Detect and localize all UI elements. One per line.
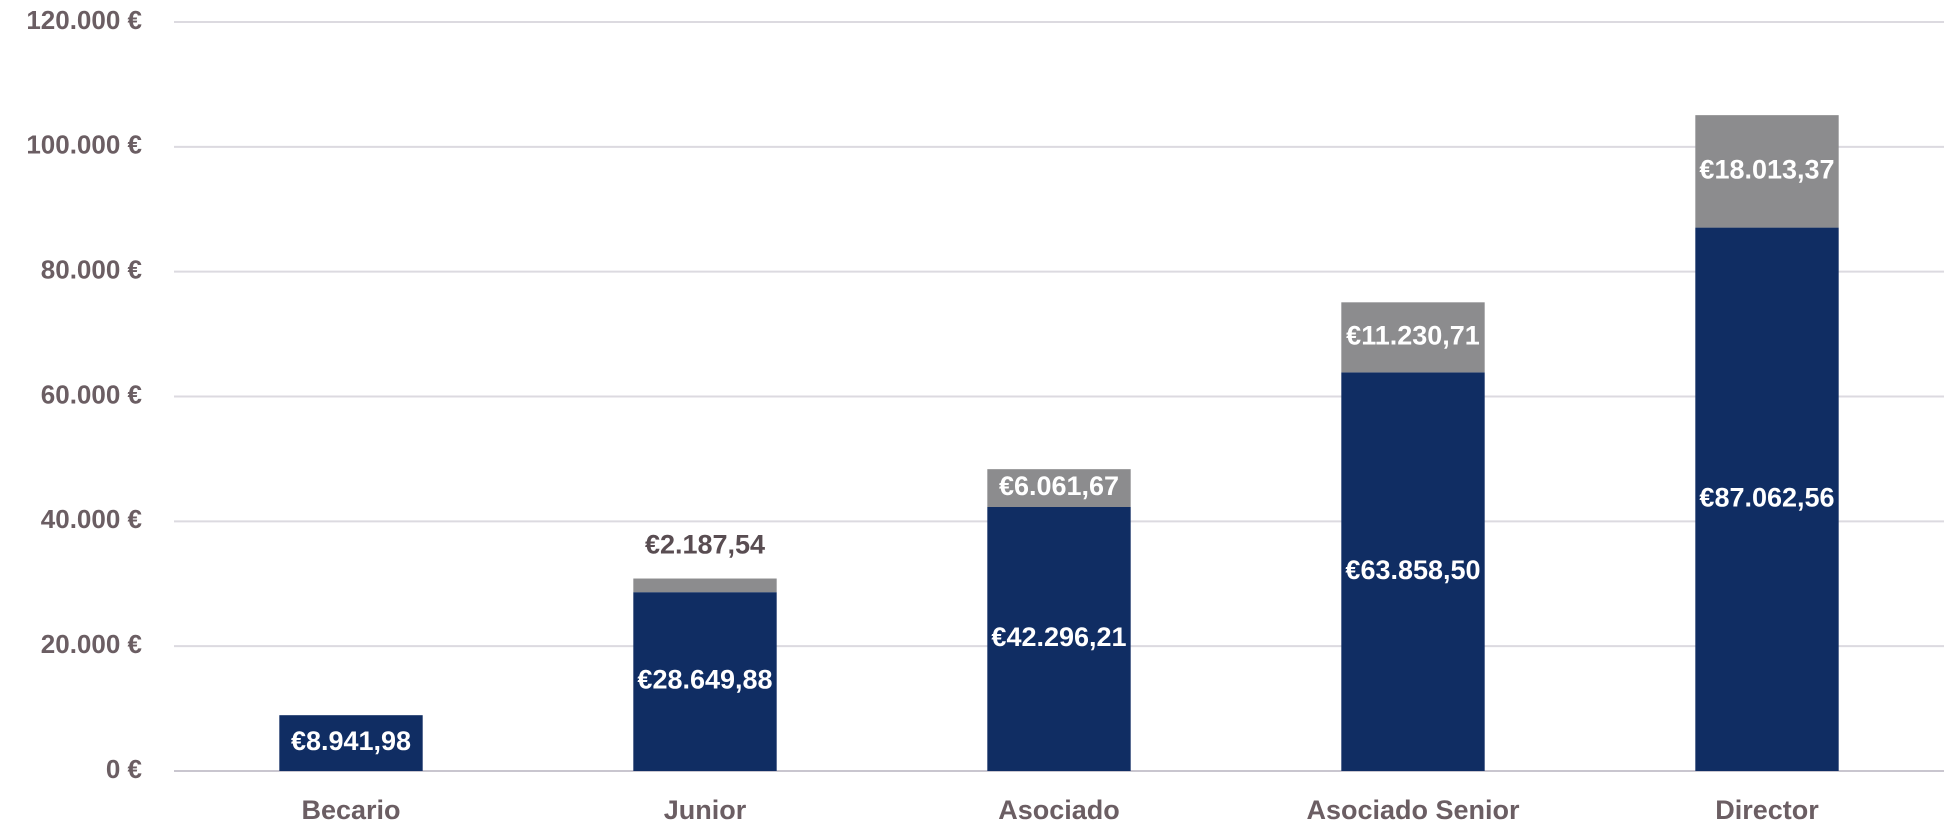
y-tick-label: 0 €: [106, 754, 142, 784]
data-label: €87.062,56: [1699, 482, 1834, 512]
data-label: €28.649,88: [637, 665, 772, 695]
y-tick-label: 100.000 €: [26, 130, 142, 160]
x-tick-label: Asociado Senior: [1306, 795, 1520, 825]
data-label: €8.941,98: [291, 726, 411, 756]
y-tick-label: 80.000 €: [41, 255, 142, 285]
x-tick-label: Asociado: [998, 795, 1120, 825]
x-tick-label: Becario: [301, 795, 400, 825]
data-label: €6.061,67: [999, 471, 1119, 501]
data-label: €2.187,54: [645, 530, 765, 560]
y-tick-label: 20.000 €: [41, 629, 142, 659]
bar-segment: [279, 715, 423, 771]
bar-segment: [1341, 372, 1485, 771]
x-tick-label: Junior: [664, 795, 747, 825]
x-tick-label: Director: [1715, 795, 1819, 825]
y-tick-label: 60.000 €: [41, 379, 142, 409]
data-label: €63.858,50: [1345, 555, 1480, 585]
y-tick-label: 40.000 €: [41, 504, 142, 534]
bar-segment: [1695, 227, 1839, 771]
bar-segment: [633, 592, 777, 771]
data-label: €42.296,21: [991, 622, 1126, 652]
bar-segment: [633, 578, 777, 593]
bar-segment: [987, 469, 1131, 508]
bar-segment: [1341, 302, 1485, 373]
y-tick-label: 120.000 €: [26, 5, 142, 35]
bar-segment: [987, 507, 1131, 771]
data-label: €11.230,71: [1346, 320, 1480, 350]
data-label: €18.013,37: [1699, 154, 1834, 184]
bar-segment: [1695, 115, 1839, 228]
